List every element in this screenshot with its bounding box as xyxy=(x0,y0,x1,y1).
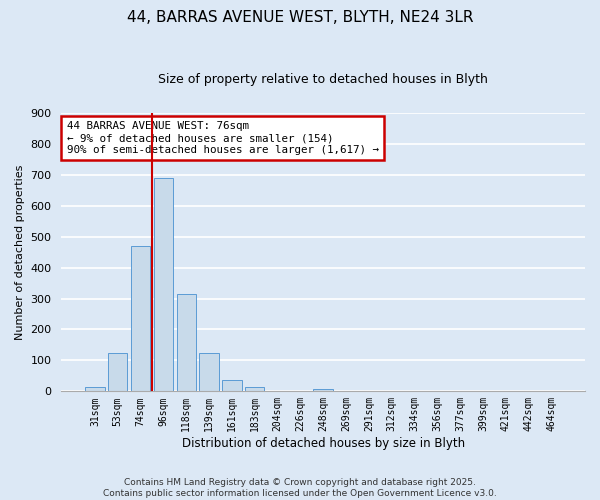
Bar xyxy=(154,178,173,392)
Bar xyxy=(131,246,150,392)
Bar xyxy=(199,352,219,392)
Text: 44 BARRAS AVENUE WEST: 76sqm
← 9% of detached houses are smaller (154)
90% of se: 44 BARRAS AVENUE WEST: 76sqm ← 9% of det… xyxy=(67,122,379,154)
Bar xyxy=(313,389,333,392)
Bar xyxy=(245,386,265,392)
Y-axis label: Number of detached properties: Number of detached properties xyxy=(15,164,25,340)
Text: 44, BARRAS AVENUE WEST, BLYTH, NE24 3LR: 44, BARRAS AVENUE WEST, BLYTH, NE24 3LR xyxy=(127,10,473,25)
Bar xyxy=(85,386,104,392)
Bar xyxy=(176,294,196,392)
Text: Contains HM Land Registry data © Crown copyright and database right 2025.
Contai: Contains HM Land Registry data © Crown c… xyxy=(103,478,497,498)
Title: Size of property relative to detached houses in Blyth: Size of property relative to detached ho… xyxy=(158,72,488,86)
Bar xyxy=(108,352,127,392)
X-axis label: Distribution of detached houses by size in Blyth: Distribution of detached houses by size … xyxy=(182,437,465,450)
Bar xyxy=(222,380,242,392)
